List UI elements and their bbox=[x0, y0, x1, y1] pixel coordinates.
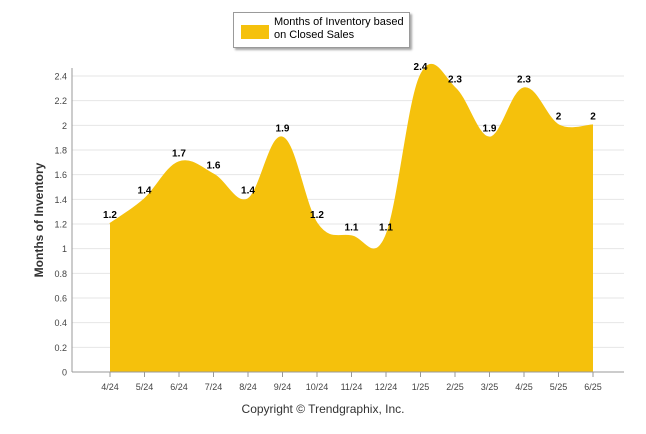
y-axis-title: Months of Inventory bbox=[32, 162, 46, 277]
copyright-footer: Copyright © Trendgraphix, Inc. bbox=[241, 402, 405, 416]
data-label: 1.9 bbox=[483, 124, 497, 135]
y-tick-label: 0.8 bbox=[54, 269, 67, 279]
legend: Months of Inventory based on Closed Sale… bbox=[233, 12, 410, 48]
y-tick-label: 0.4 bbox=[54, 318, 67, 328]
y-tick-label: 2 bbox=[62, 121, 67, 131]
series-line bbox=[109, 63, 594, 251]
y-tick-label: 1.8 bbox=[54, 146, 67, 156]
y-tick-label: 2.2 bbox=[54, 96, 67, 106]
data-label: 1.6 bbox=[207, 161, 221, 172]
x-tick-label: 9/24 bbox=[274, 382, 292, 392]
data-label: 1.1 bbox=[345, 222, 359, 233]
x-tick-label: 8/24 bbox=[239, 382, 257, 392]
data-label: 1.4 bbox=[138, 185, 152, 196]
data-label: 2 bbox=[590, 111, 596, 122]
x-tick-label: 7/24 bbox=[205, 382, 223, 392]
x-tick-label: 11/24 bbox=[341, 382, 363, 392]
x-tick-label: 2/25 bbox=[446, 382, 464, 392]
data-label: 2 bbox=[556, 111, 562, 122]
y-tick-label: 0.6 bbox=[54, 294, 67, 304]
y-tick-label: 1.4 bbox=[54, 195, 67, 205]
y-axis-ticks: 0 0.2 0.4 0.6 0.8 1 1.2 1.4 1.6 1.8 2 2.2 2.4 bbox=[54, 72, 67, 378]
y-tick-label: 0.2 bbox=[54, 343, 67, 353]
data-labels: 1.2 1.4 1.7 1.6 1.4 1.9 1.2 1.1 1.1 2.4 2.3 1.9 2.3 2… bbox=[103, 62, 596, 233]
y-tick-label: 1.6 bbox=[54, 170, 67, 180]
x-tick-label: 1/25 bbox=[412, 382, 430, 392]
x-tick-label: 6/24 bbox=[170, 382, 188, 392]
x-tick-label: 4/25 bbox=[515, 382, 533, 392]
x-tick-label: 3/25 bbox=[481, 382, 499, 392]
area-series bbox=[109, 63, 594, 372]
x-tick-label: 6/25 bbox=[584, 382, 602, 392]
data-label: 1.7 bbox=[172, 148, 186, 159]
data-label: 1.2 bbox=[103, 210, 117, 221]
data-label: 1.9 bbox=[276, 124, 290, 135]
x-tick-label: 5/25 bbox=[550, 382, 568, 392]
legend-label: Months of Inventory based on Closed Sale… bbox=[274, 16, 404, 41]
y-tick-label: 1 bbox=[62, 244, 67, 254]
data-label: 2.4 bbox=[414, 62, 428, 73]
x-tick-label: 4/24 bbox=[101, 382, 119, 392]
data-label: 1.4 bbox=[241, 185, 255, 196]
data-label: 2.3 bbox=[517, 74, 531, 85]
y-tick-label: 2.4 bbox=[54, 72, 67, 82]
legend-swatch bbox=[241, 25, 269, 39]
data-label: 2.3 bbox=[448, 74, 462, 85]
x-tick-label: 5/24 bbox=[136, 382, 154, 392]
data-label: 1.1 bbox=[379, 222, 393, 233]
y-tick-label: 0 bbox=[62, 368, 67, 378]
x-tick-label: 10/24 bbox=[306, 382, 329, 392]
axes bbox=[71, 68, 624, 373]
y-tick-label: 1.2 bbox=[54, 220, 67, 230]
x-axis-ticks: 4/24 5/24 6/24 7/24 8/24 9/24 10/24 11/24 12/24 1… bbox=[101, 372, 602, 392]
x-tick-label: 12/24 bbox=[375, 382, 398, 392]
series-area-fill bbox=[110, 64, 593, 372]
data-label: 1.2 bbox=[310, 210, 324, 221]
